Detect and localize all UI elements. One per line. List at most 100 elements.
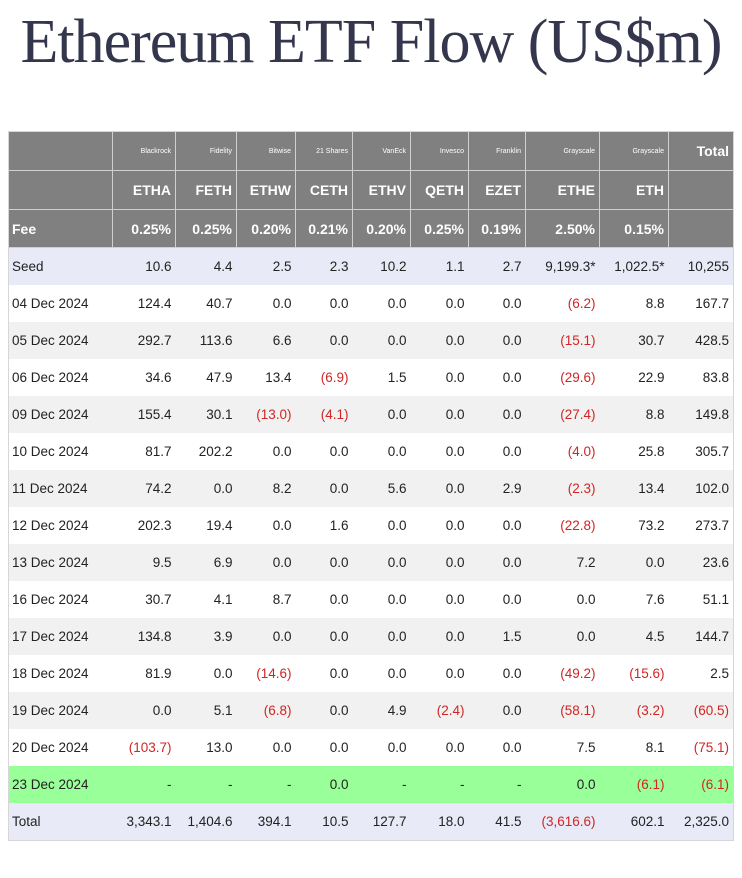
table-cell: 10.6 [145,259,172,274]
table-cell: 8.7 [272,592,292,607]
row-label-cell: 10 Dec 2024 [12,444,89,459]
table-row: 16 Dec 2024 30.7 4.1 8.7 0.0 0.0 0.0 0.0 0.0 7.6 5… [8,581,734,618]
table-cell: 0.0 [502,703,522,718]
issuer-header-cell: Fidelity [175,131,237,171]
table-cell: 3.9 [213,629,233,644]
table-cell: 167.7 [695,296,729,311]
table-cell: (6.8) [263,703,292,718]
table-cell: 1.1 [445,259,465,274]
table-cell: (27.4) [560,407,596,422]
table-cell: 0.0 [329,481,349,496]
table-cell: 273.7 [695,518,729,533]
table-row: 06 Dec 2024 34.6 47.9 13.4 (6.9) 1.5 0.0 0.0 (29… [8,359,734,396]
table-cell: 8.2 [272,481,292,496]
table-cell: 0.0 [502,555,522,570]
fee-header-row: Fee 0.25% 0.25% 0.20% 0.21% 0.20% 0.25% … [8,209,734,248]
table-cell: 0.0 [445,740,465,755]
fee-cell [668,209,734,248]
table-cell: 8.8 [645,407,665,422]
row-label-cell: 18 Dec 2024 [12,666,89,681]
fee-cell: 0.19% [468,209,526,248]
table-cell: - [402,777,407,792]
total-header-cell: Total [668,131,734,171]
ticker-header-cell: ETHV [352,170,411,210]
table-cell: 0.0 [502,370,522,385]
table-cell: 4.1 [213,592,233,607]
table-cell: 19.4 [206,518,233,533]
table-cell: 13.4 [265,370,292,385]
issuer-header-cell: Blackrock [112,131,176,171]
table-row: 17 Dec 2024 134.8 3.9 0.0 0.0 0.0 0.0 1.5 0.0 4.5… [8,618,734,655]
table-cell: 0.0 [645,555,665,570]
ticker-header-row: ETHA FETH ETHW CETH ETHV QETH EZET ETHE … [8,170,734,210]
table-cell: 81.9 [145,666,172,681]
table-cell: 0.0 [387,407,407,422]
issuer-header-cell: Bitwise [236,131,296,171]
table-cell: 13.0 [206,740,233,755]
table-row: 10 Dec 2024 81.7 202.2 0.0 0.0 0.0 0.0 0.0 (4.0)… [8,433,734,470]
table-cell: 6.6 [272,333,292,348]
table-cell: 0.0 [213,666,233,681]
table-cell: 202.2 [198,444,233,459]
table-cell: 5.6 [387,481,407,496]
table-cell: 0.0 [329,296,349,311]
ticker-header-cell [668,170,734,210]
table-cell: 0.0 [445,407,465,422]
table-cell: 81.7 [145,444,172,459]
table-cell: 40.7 [206,296,233,311]
table-cell: (15.6) [629,666,665,681]
issuer-header-row: Blackrock Fidelity Bitwise 21 Shares Van… [8,131,734,171]
table-cell: (29.6) [560,370,596,385]
row-label-cell: 12 Dec 2024 [12,518,89,533]
table-cell: (3.2) [636,703,665,718]
table-cell: 149.8 [695,407,729,422]
table-cell: (6.2) [567,296,596,311]
table-cell: (6.9) [320,370,349,385]
row-label-cell: 19 Dec 2024 [12,703,89,718]
table-cell: 0.0 [502,740,522,755]
ticker-header-cell: ETH [599,170,669,210]
table-cell: 428.5 [695,333,729,348]
table-cell: 8.1 [645,740,665,755]
issuer-header-cell: Franklin [468,131,526,171]
table-cell: 0.0 [272,740,292,755]
table-cell: 134.8 [137,629,172,644]
fee-cell: 0.25% [112,209,176,248]
row-label-cell: Seed [12,259,44,274]
issuer-header-cell: Grayscale [599,131,669,171]
table-cell: 10.5 [322,814,349,829]
issuer-header-cell [8,131,113,171]
table-cell: (6.1) [701,777,729,792]
table-cell: 0.0 [152,703,172,718]
issuer-header-cell: Invesco [410,131,469,171]
fee-cell: 0.20% [352,209,411,248]
table-cell: 0.0 [445,666,465,681]
table-row: 12 Dec 2024 202.3 19.4 0.0 1.6 0.0 0.0 0.0 (22.8… [8,507,734,544]
table-cell: 0.0 [272,296,292,311]
table-cell: (60.5) [693,703,729,718]
table-cell: 9.5 [152,555,172,570]
table-cell: 4.4 [213,259,233,274]
ticker-header-cell: ETHW [236,170,296,210]
table-cell: 18.0 [438,814,465,829]
issuer-header-cell: Grayscale [525,131,600,171]
row-label-cell: 13 Dec 2024 [12,555,89,570]
row-label-cell: 06 Dec 2024 [12,370,89,385]
table-cell: 22.9 [638,370,665,385]
table-cell: (2.3) [567,481,596,496]
table-cell: 0.0 [502,666,522,681]
table-cell: (6.1) [636,777,665,792]
page-title: Ethereum ETF Flow (US$m) [20,8,723,76]
table-cell: 0.0 [329,555,349,570]
table-cell: 0.0 [387,666,407,681]
table-cell: 0.0 [329,444,349,459]
table-cell: 0.0 [329,592,349,607]
table-cell: 144.7 [695,629,729,644]
table-cell: 0.0 [387,444,407,459]
table-cell: 0.0 [329,333,349,348]
table-cell: 0.0 [272,518,292,533]
table-cell: 1.6 [329,518,349,533]
table-cell: 10.2 [380,259,407,274]
table-cell: 292.7 [137,333,172,348]
fee-cell: 0.15% [599,209,669,248]
